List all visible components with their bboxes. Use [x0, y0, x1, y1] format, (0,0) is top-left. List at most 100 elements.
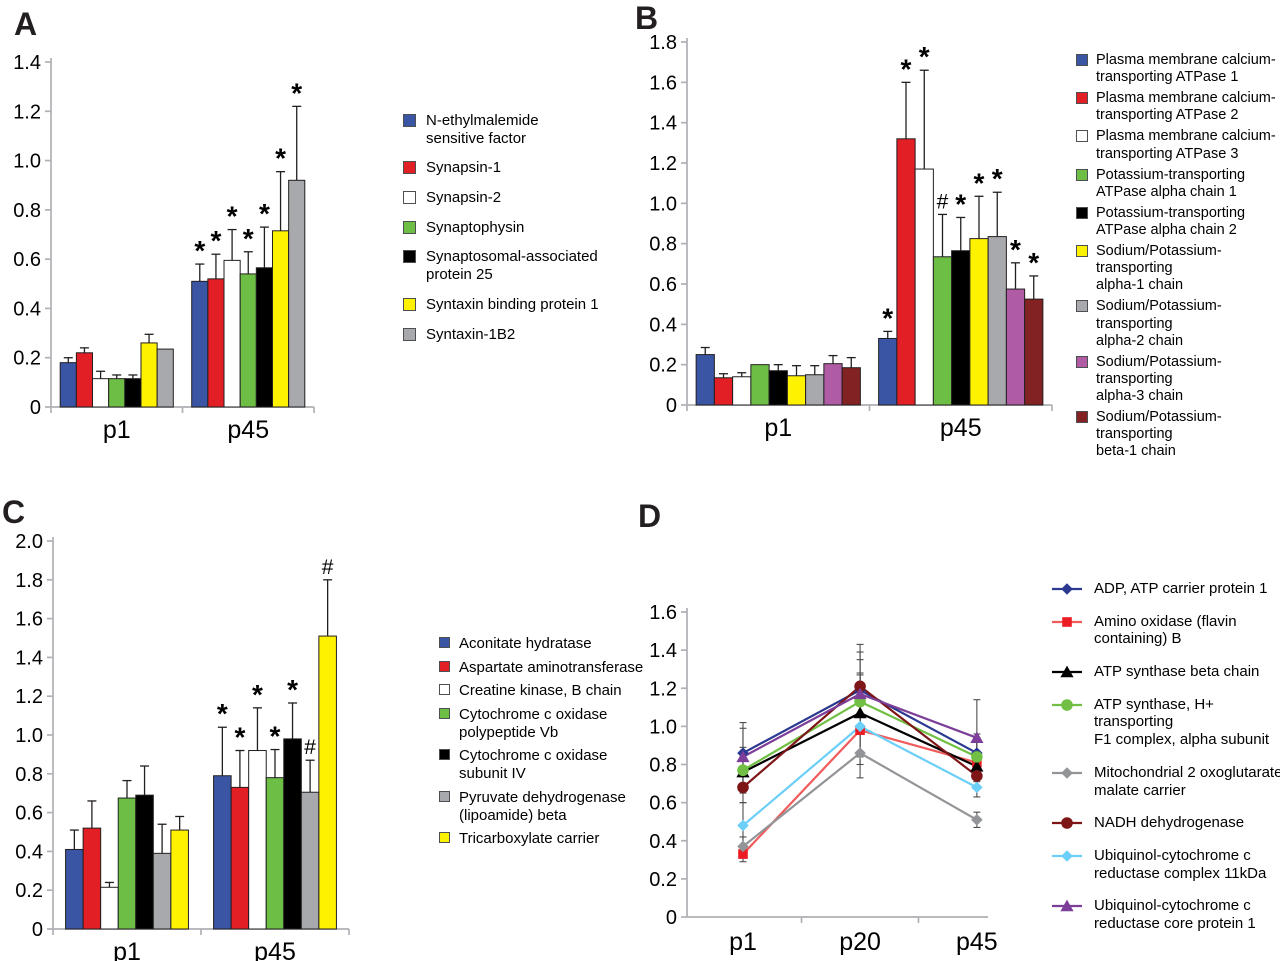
- x-category-label: p1: [764, 414, 792, 442]
- legend-swatch-icon: [403, 161, 416, 175]
- bar: [841, 367, 861, 406]
- bar: [283, 738, 302, 930]
- panel-d-letter: D: [638, 498, 662, 534]
- legend-item: Ubiquinol-cytochrome c reductase core pr…: [1052, 897, 1280, 932]
- data-point-marker: [853, 706, 867, 719]
- significance-mark: *: [1010, 234, 1021, 265]
- y-tick-label: 1.4: [649, 640, 677, 662]
- legend-swatch-icon: [439, 660, 450, 672]
- panel-d-legend: ADP, ATP carrier protein 1 Amino oxidase …: [1052, 580, 1280, 933]
- legend-label: Synapsin-1: [426, 159, 502, 177]
- panel-c-letter: C: [2, 494, 26, 530]
- y-tick-label: 1.0: [15, 725, 43, 747]
- y-tick-label: 1.4: [13, 52, 41, 74]
- legend-swatch-icon: [439, 708, 450, 720]
- y-tick-label: 0.2: [13, 348, 41, 370]
- y-tick-label: 1.0: [13, 151, 41, 173]
- legend-item: Synaptosomal-associated protein 25: [403, 248, 661, 283]
- legend-marker-icon: [1060, 665, 1074, 678]
- legend-label: Sodium/Potassium-transporting alpha-2 ch…: [1096, 298, 1222, 349]
- bar: [156, 348, 174, 408]
- data-point-marker: [737, 781, 749, 794]
- panel-b-chart: 00.20.40.60.81.01.21.41.61.8p1 p45** *# ** *…: [649, 32, 1053, 442]
- panel-b: B 0 0.2 0.4 0.6 0.8 1.0 1.2 1.4 1.6 1.8 p1 p45 * * * # *…: [630, 0, 1280, 480]
- legend-swatch-icon: [1076, 245, 1088, 258]
- bar: [248, 750, 267, 930]
- legend-label: Syntaxin-1B2: [426, 325, 516, 343]
- data-point-marker: [970, 731, 984, 744]
- legend-item: Synaptophysin: [403, 219, 661, 237]
- legend-swatch-icon: [439, 637, 450, 648]
- y-tick-label: 0.8: [649, 755, 677, 777]
- significance-mark: *: [270, 721, 281, 752]
- panel-a-legend: N-ethylmalemide sensitive factor Synapsin…: [403, 112, 661, 343]
- legend-line-sample-icon: [1052, 767, 1082, 779]
- legend-swatch-icon: [1076, 54, 1088, 66]
- panel-a-letter: A: [14, 6, 38, 42]
- bar: [170, 829, 189, 930]
- legend-item: Creatine kinase, B chain: [439, 682, 667, 700]
- bar: [213, 775, 232, 930]
- bar: [1024, 298, 1044, 406]
- legend-item: ATP synthase beta chain: [1052, 663, 1280, 681]
- legend-label: Mitochondrial 2 oxoglutarate/ malate car…: [1094, 763, 1280, 799]
- significance-mark: #: [322, 556, 334, 579]
- legend-item: Synapsin-1: [403, 159, 661, 177]
- legend-label: Plasma membrane calcium- transporting AT…: [1096, 128, 1276, 162]
- legend-label: Aconitate hydratase: [459, 635, 592, 652]
- bar: [92, 378, 110, 408]
- y-tick-label: 0.6: [649, 793, 677, 815]
- bar: [768, 370, 788, 406]
- legend-line-sample-icon: [1052, 698, 1082, 711]
- significance-mark: *: [992, 163, 1003, 194]
- legend-label: Synaptosomal-associated protein 25: [426, 248, 598, 284]
- legend-marker-icon: [1061, 817, 1073, 829]
- x-category-label: p45: [227, 416, 269, 444]
- legend-label: Amino oxidase (flavin containing) B: [1094, 612, 1237, 648]
- bar: [191, 280, 209, 408]
- y-tick-label: 1.6: [649, 72, 677, 94]
- legend-item: NADH dehydrogenase: [1052, 814, 1280, 832]
- y-tick-label: 0.4: [649, 314, 677, 336]
- data-point-marker: [971, 781, 983, 794]
- legend-item: Plasma membrane calcium- transporting AT…: [1076, 90, 1280, 124]
- legend-label: Potassium-transporting ATPase alpha chai…: [1096, 166, 1246, 200]
- legend-item: Sodium/Potassium-transporting alpha-2 ch…: [1076, 298, 1280, 349]
- panel-c-chart: 00.20.40.60.81.01.21.41.61.82.0p1 p45****…: [15, 531, 350, 961]
- legend-marker-icon: [1060, 899, 1074, 912]
- significance-mark: *: [210, 225, 221, 256]
- y-tick-label: 0.6: [649, 274, 677, 296]
- y-tick-label: 0.2: [649, 355, 677, 377]
- significance-mark: *: [234, 722, 245, 753]
- x-category-label: p20: [839, 928, 881, 956]
- y-tick-label: 1.4: [15, 647, 43, 669]
- bar: [896, 138, 916, 406]
- y-tick-label: 1.8: [15, 570, 43, 592]
- bar: [300, 791, 320, 930]
- bar: [100, 886, 119, 930]
- bar: [713, 377, 734, 406]
- legend-swatch-icon: [439, 790, 450, 802]
- legend-label: ATP synthase beta chain: [1094, 663, 1260, 681]
- legend-label: Ubiquinol-cytochrome c reductase core pr…: [1094, 897, 1256, 932]
- y-tick-label: 0.6: [13, 249, 41, 271]
- legend-label: Cytochrome c oxidase subunit IV: [459, 747, 608, 783]
- legend-item: Plasma membrane calcium- transporting AT…: [1076, 52, 1280, 86]
- y-tick-label: 2.0: [15, 531, 43, 553]
- legend-item: Sodium/Potassium-transporting alpha-3 ch…: [1076, 354, 1280, 405]
- legend-item: Sodium/Potassium-transporting beta-1 cha…: [1076, 409, 1280, 460]
- bar: [750, 364, 770, 406]
- panel-a-chart: 00.20.40.60.81.01.21.4p1 p45* ******: [13, 52, 315, 444]
- legend-label: Synaptophysin: [426, 218, 525, 236]
- bar: [239, 273, 257, 408]
- significance-mark: #: [304, 736, 316, 759]
- bar: [124, 378, 142, 408]
- data-point-marker: [970, 760, 984, 772]
- legend-item: Mitochondrial 2 oxoglutarate/ malate car…: [1052, 764, 1280, 799]
- data-point-marker: [854, 680, 866, 693]
- y-tick-label: 0.2: [15, 880, 43, 902]
- legend-item: ADP, ATP carrier protein 1: [1052, 580, 1280, 598]
- bar: [271, 230, 290, 408]
- significance-mark: *: [919, 41, 930, 72]
